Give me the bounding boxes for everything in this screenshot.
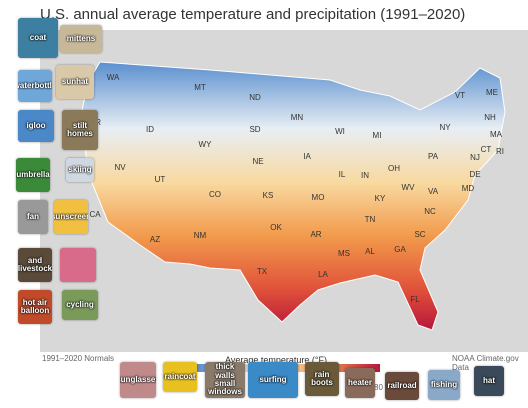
draggable-item[interactable]: surfing	[248, 362, 298, 398]
state-label: ID	[146, 125, 154, 134]
state-label: MT	[194, 83, 206, 92]
state-label: CT	[481, 145, 492, 154]
state-label: ME	[486, 88, 498, 97]
state-label: NY	[439, 123, 451, 132]
draggable-item[interactable]: raincoat	[163, 362, 197, 392]
state-label: MO	[312, 193, 325, 202]
draggable-item[interactable]: fan	[18, 200, 48, 234]
state-label: AZ	[150, 235, 160, 244]
state-label: MS	[338, 249, 350, 258]
state-label: IL	[339, 170, 346, 179]
draggable-item[interactable]: mittens	[60, 25, 102, 53]
draggable-item[interactable]: waterbottle	[18, 70, 52, 102]
state-label: WY	[199, 140, 213, 149]
draggable-item[interactable]: cycling	[62, 290, 98, 320]
draggable-item[interactable]	[60, 248, 96, 282]
state-label: TX	[257, 267, 268, 276]
draggable-item[interactable]: hat	[474, 366, 504, 396]
state-label: WI	[335, 127, 345, 136]
draggable-item[interactable]: sunhat	[56, 65, 94, 99]
state-label: MN	[291, 113, 304, 122]
state-label: LA	[318, 270, 328, 279]
state-label: ND	[249, 93, 261, 102]
state-label: NM	[194, 231, 207, 240]
state-label: OK	[270, 223, 282, 232]
state-label: SD	[249, 125, 260, 134]
state-label: VT	[455, 91, 465, 100]
draggable-item[interactable]: rain boots	[305, 362, 339, 396]
state-label: KS	[263, 191, 274, 200]
draggable-item[interactable]: fishing	[428, 370, 460, 400]
state-label: CO	[209, 190, 221, 199]
state-label: IA	[303, 152, 311, 161]
draggable-item[interactable]: thick walls small windows	[205, 362, 245, 398]
source-data: Data	[452, 363, 469, 372]
state-label: MD	[462, 184, 475, 193]
draggable-item[interactable]: coat	[18, 18, 58, 58]
draggable-item[interactable]: igloo	[18, 110, 54, 142]
state-label: AL	[365, 247, 375, 256]
draggable-item[interactable]: railroad	[385, 372, 419, 400]
state-label: UT	[155, 175, 166, 184]
state-label: VA	[428, 187, 439, 196]
draggable-item[interactable]: skiing	[66, 158, 94, 182]
draggable-item[interactable]: stilt homes	[62, 110, 98, 150]
state-label: SC	[414, 230, 425, 239]
draggable-item[interactable]: umbrella	[16, 158, 50, 192]
state-label: MI	[373, 131, 382, 140]
state-label: RI	[496, 147, 504, 156]
state-label: NJ	[470, 153, 480, 162]
state-label: CA	[89, 210, 101, 219]
legend-title: Average temperature (°F)	[225, 355, 327, 365]
state-label: GA	[394, 245, 406, 254]
draggable-item[interactable]: and livestock	[18, 248, 52, 282]
state-label: IN	[361, 171, 369, 180]
state-label: WA	[107, 73, 120, 82]
state-label: NH	[484, 113, 496, 122]
state-label: NV	[114, 163, 126, 172]
state-label: WV	[402, 183, 416, 192]
state-label: NC	[424, 207, 436, 216]
state-label: MA	[490, 130, 503, 139]
draggable-item[interactable]: hot air balloon	[18, 290, 52, 324]
source: NOAA Climate.gov	[452, 354, 519, 363]
state-label: NE	[252, 157, 263, 166]
us-map	[79, 61, 506, 331]
footer-normals: 1991–2020 Normals	[42, 354, 115, 363]
draggable-item[interactable]: heater	[345, 368, 375, 398]
state-label: TN	[365, 215, 376, 224]
state-label: FL	[410, 295, 420, 304]
state-label: PA	[428, 152, 439, 161]
legend-tick: 80	[374, 383, 383, 392]
state-label: AR	[310, 230, 321, 239]
draggable-item[interactable]: sunscreen	[54, 200, 88, 234]
state-label: DE	[469, 170, 480, 179]
map-title: U.S. annual average temperature and prec…	[40, 6, 466, 23]
state-label: OH	[388, 164, 400, 173]
draggable-item[interactable]: sunglasses	[120, 362, 156, 398]
state-label: KY	[375, 194, 386, 203]
